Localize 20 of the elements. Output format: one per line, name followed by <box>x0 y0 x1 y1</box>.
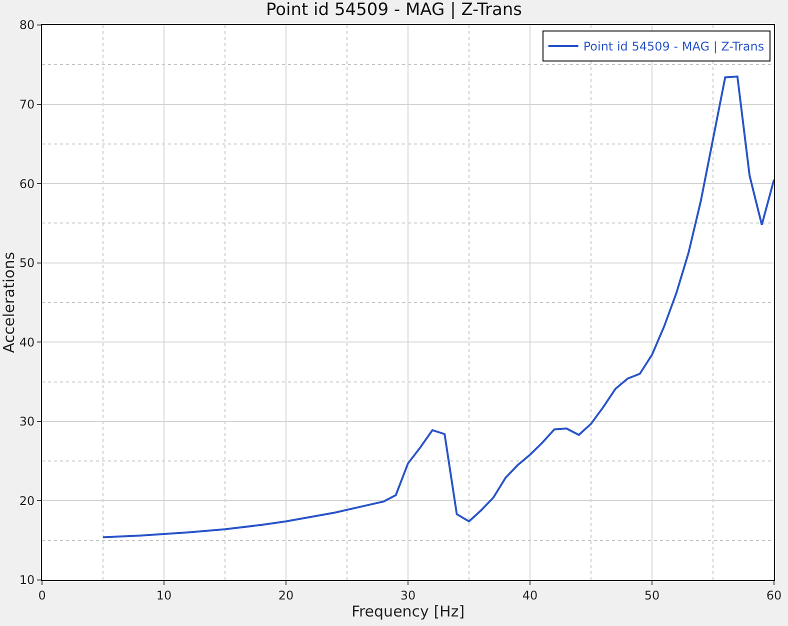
x-tick-label: 20 <box>278 588 294 602</box>
y-axis-title: Accelerations <box>0 252 18 354</box>
y-tick-label: 20 <box>19 494 35 508</box>
y-tick-label: 60 <box>19 176 35 191</box>
y-tick-label: 80 <box>19 18 35 32</box>
legend-label: Point id 54509 - MAG | Z-Trans <box>583 40 764 54</box>
x-tick-label: 60 <box>766 588 782 602</box>
x-tick-label: 40 <box>522 588 538 602</box>
y-tick-label: 10 <box>19 573 35 588</box>
x-tick-label: 0 <box>38 588 46 602</box>
y-tick-label: 40 <box>19 335 35 350</box>
x-tick-label: 10 <box>156 588 172 602</box>
line-series <box>102 76 774 538</box>
y-tick-label: 50 <box>19 256 35 270</box>
chart-title: Point id 54509 - MAG | Z-Trans <box>266 0 522 20</box>
x-tick-label: 30 <box>400 588 416 602</box>
x-axis-title: Frequency [Hz] <box>351 602 465 620</box>
y-tick-label: 70 <box>19 97 35 112</box>
x-tick-label: 50 <box>644 588 660 602</box>
y-tick-label: 30 <box>19 414 35 429</box>
